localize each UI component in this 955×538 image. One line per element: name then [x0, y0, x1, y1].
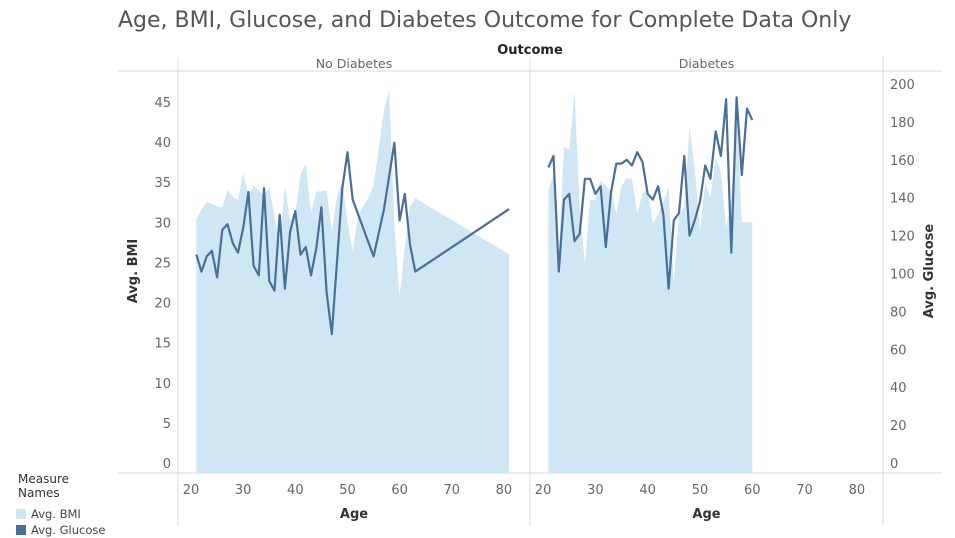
legend-label-glucose: Avg. Glucose	[31, 523, 106, 537]
y-left-tick-label: 45	[154, 96, 171, 111]
y-left-tick-label: 25	[154, 256, 171, 271]
x-tick-label: 80	[496, 483, 513, 498]
legend-item-bmi[interactable]: Avg. BMI	[16, 506, 114, 522]
chart-title: Age, BMI, Glucose, and Diabetes Outcome …	[118, 8, 851, 33]
chart-axes: 0 5 10 15 20 25 30 35 40 45 Avg. BMI 0 20 40 60 80 100 12…	[126, 78, 937, 472]
panel-no-diabetes: No Diabetes 20 30 40 50 60 70 80 Age	[183, 56, 512, 522]
x-tick-label: 70	[796, 483, 813, 498]
y-right-tick-label: 120	[890, 230, 915, 245]
y-right-tick-label: 80	[890, 305, 907, 320]
y-left-tick-label: 10	[154, 377, 171, 392]
legend-swatch-glucose	[16, 525, 26, 535]
y-right-tick-label: 180	[890, 116, 915, 131]
x-tick-label: 60	[391, 483, 408, 498]
legend-label-bmi: Avg. BMI	[31, 507, 81, 521]
y-left-tick-label: 0	[163, 457, 171, 472]
x-tick-label: 80	[849, 483, 866, 498]
x-tick-label: 40	[639, 483, 656, 498]
x-tick-label: 20	[183, 483, 200, 498]
x-tick-label: 60	[744, 483, 761, 498]
y-left-tick-label: 5	[163, 417, 171, 432]
y-right-tick-label: 140	[890, 192, 915, 207]
panel-header: No Diabetes	[316, 56, 392, 71]
x-tick-label: 30	[235, 483, 252, 498]
y-right-axis-label: Avg. Glucose	[922, 224, 937, 319]
x-axis-label: Age	[692, 507, 720, 522]
y-right-tick-label: 160	[890, 154, 915, 169]
legend-title: Measure Names	[18, 472, 69, 500]
panel-diabetes: Diabetes 20 30 40 50 60 70 80 Age	[535, 56, 865, 522]
panel-header: Diabetes	[679, 56, 735, 71]
bmi-area[interactable]	[196, 90, 510, 473]
y-right-tick-label: 20	[890, 419, 907, 434]
y-right-tick-label: 0	[890, 457, 898, 472]
y-left-axis-label: Avg. BMI	[126, 239, 141, 304]
x-tick-label: 40	[287, 483, 304, 498]
y-left-tick-label: 40	[154, 136, 171, 151]
legend-swatch-bmi	[16, 509, 26, 519]
y-right-tick-label: 100	[890, 268, 915, 283]
x-tick-label: 70	[444, 483, 461, 498]
y-right-tick-label: 40	[890, 381, 907, 396]
x-tick-label: 50	[339, 483, 356, 498]
glucose-line[interactable]	[547, 96, 754, 290]
x-tick-label: 30	[587, 483, 604, 498]
chart-panels: No Diabetes 20 30 40 50 60 70 80 Age Diabetes 20 30…	[183, 56, 865, 522]
y-left-tick-label: 20	[154, 297, 171, 312]
y-left-tick-label: 35	[154, 176, 171, 191]
y-right-tick-label: 60	[890, 343, 907, 358]
x-tick-label: 20	[535, 483, 552, 498]
column-header: Outcome	[497, 43, 563, 58]
y-left-tick-label: 15	[154, 337, 171, 352]
legend: Measure Names Avg. BMI Avg. Glucose	[10, 472, 114, 538]
glucose-line[interactable]	[195, 141, 510, 336]
x-tick-label: 50	[692, 483, 709, 498]
y-left-tick-label: 30	[154, 216, 171, 231]
x-axis-label: Age	[340, 507, 368, 522]
y-right-tick-label: 200	[890, 78, 915, 93]
legend-item-glucose[interactable]: Avg. Glucose	[16, 522, 114, 538]
